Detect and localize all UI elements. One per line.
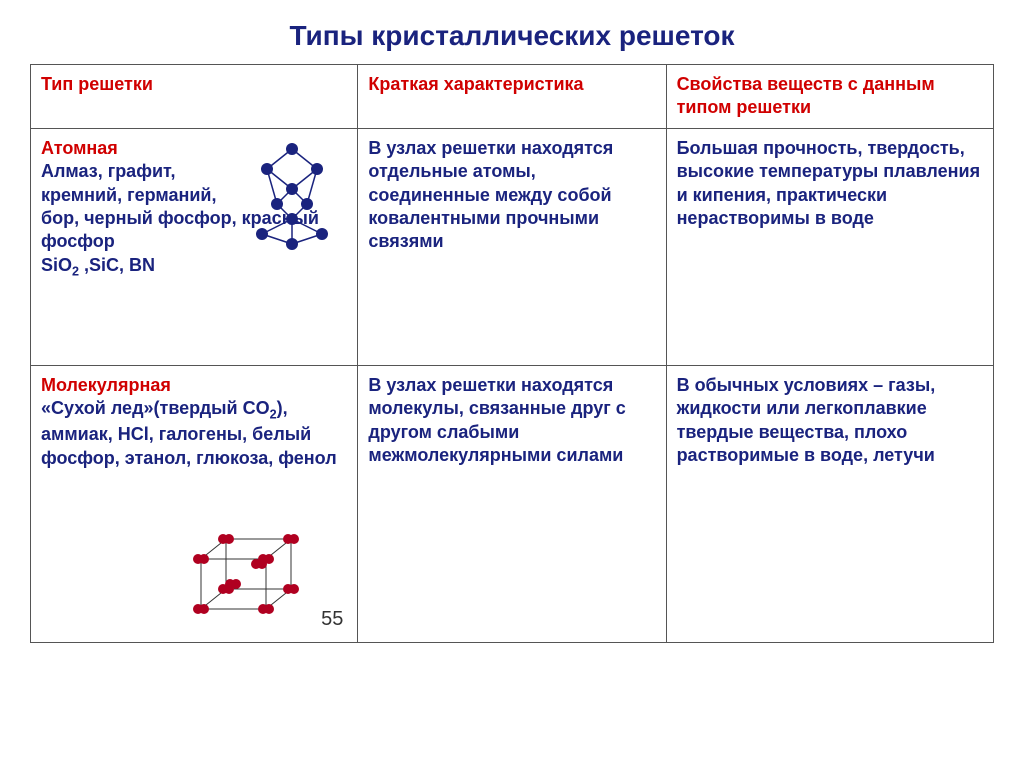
page-number: 55 bbox=[321, 606, 343, 632]
type-desc-line: «Сухой лед»(твердый СO2), аммиак, HCl, г… bbox=[41, 397, 347, 470]
col-header-char: Краткая характеристика bbox=[358, 65, 666, 129]
molecular-lattice-icon bbox=[171, 514, 311, 634]
table-row: Атомная Алмаз, графит, кремний, германий… bbox=[31, 128, 994, 365]
table-row: Молекулярная «Сухой лед»(твердый СO2), а… bbox=[31, 365, 994, 642]
col-header-props: Свойства веществ с данным типом решетки bbox=[666, 65, 993, 129]
atomic-lattice-icon bbox=[237, 139, 347, 259]
cell-char-atomic: В узлах решетки находятся отдельные атом… bbox=[358, 128, 666, 365]
cell-type-atomic: Атомная Алмаз, графит, кремний, германий… bbox=[31, 128, 358, 365]
cell-props-atomic: Большая прочность, твердость, высокие те… bbox=[666, 128, 993, 365]
type-title: Молекулярная bbox=[41, 374, 347, 397]
lattice-table: Тип решетки Краткая характеристика Свойс… bbox=[30, 64, 994, 643]
cell-props-molecular: В обычных условиях – газы, жидкости или … bbox=[666, 365, 993, 642]
page-title: Типы кристаллических решеток bbox=[30, 20, 994, 52]
cell-type-molecular: Молекулярная «Сухой лед»(твердый СO2), а… bbox=[31, 365, 358, 642]
col-header-type: Тип решетки bbox=[31, 65, 358, 129]
cell-char-molecular: В узлах решетки находятся молекулы, связ… bbox=[358, 365, 666, 642]
